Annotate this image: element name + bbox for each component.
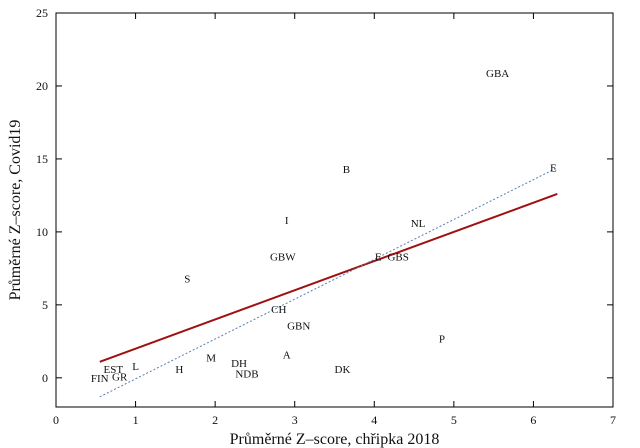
x-tick-label: 4	[371, 413, 377, 427]
x-tick-label: 3	[292, 413, 298, 427]
data-point-label: CH	[271, 304, 286, 316]
data-point-label: M	[206, 352, 216, 364]
x-tick-label: 6	[530, 413, 536, 427]
data-point-label: A	[283, 349, 291, 361]
y-axis-title: Průměrné Z–score, Covid19	[7, 120, 24, 301]
x-tick-label: 0	[53, 413, 59, 427]
data-point-label: NL	[411, 218, 426, 230]
data-point-label: GBA	[486, 68, 509, 80]
data-point-label: DH	[231, 358, 247, 370]
x-axis-ticks: 0 1 2 3 4 5 6 7	[53, 13, 616, 427]
data-point-label: S	[184, 274, 190, 286]
data-point-label: I	[285, 215, 289, 227]
y-tick-label: 5	[42, 298, 48, 312]
data-point-label: FIN	[91, 373, 109, 385]
y-tick-label: 10	[36, 225, 48, 239]
x-tick-label: 2	[212, 413, 218, 427]
reference-dotted-line	[99, 167, 558, 398]
x-tick-label: 1	[133, 413, 139, 427]
x-tick-label: 5	[451, 413, 457, 427]
data-point-label: H	[175, 364, 183, 376]
x-tick-label: 7	[610, 413, 616, 427]
y-tick-label: 25	[36, 6, 48, 20]
regression-line	[99, 193, 558, 363]
y-tick-label: 15	[36, 152, 48, 166]
data-point-label: E	[550, 163, 557, 175]
fit-lines	[99, 167, 558, 398]
y-tick-label: 20	[36, 79, 48, 93]
data-point-label: DK	[335, 364, 351, 376]
data-point-label: EST	[104, 364, 124, 376]
data-point-label: NDB	[235, 368, 258, 380]
data-point-label: E	[375, 252, 382, 264]
data-point-label: P	[439, 333, 445, 345]
x-axis-title: Průměrné Z–score, chřipka 2018	[230, 431, 440, 448]
y-axis-ticks: 0 5 10 15 20 25	[36, 6, 613, 385]
data-point-label: GBS	[387, 252, 408, 264]
data-point-label: B	[343, 164, 350, 176]
data-point-label: GBN	[287, 320, 310, 332]
data-point-label: GR	[112, 371, 128, 383]
data-point-label: GBW	[270, 252, 296, 264]
plot-frame	[55, 12, 614, 408]
y-tick-label: 0	[42, 371, 48, 385]
data-point-label: L	[132, 361, 139, 373]
